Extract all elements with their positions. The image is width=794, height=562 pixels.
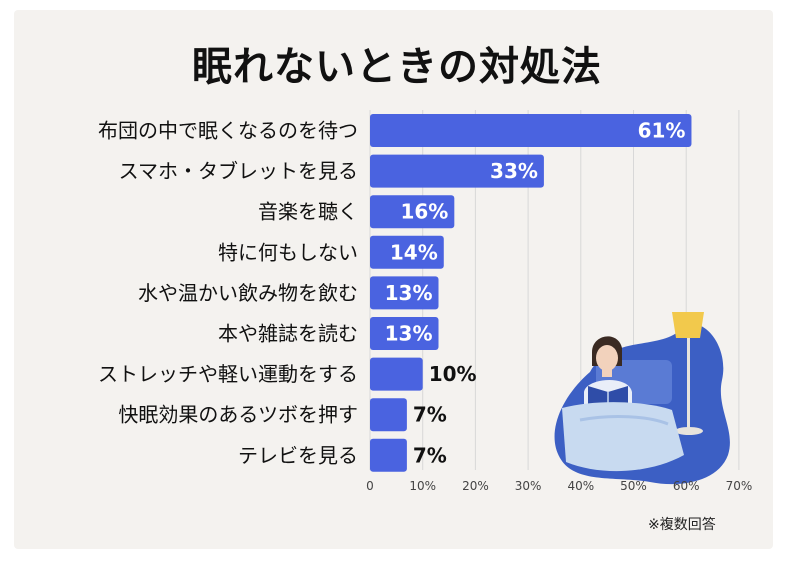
bar: [370, 114, 692, 147]
lamp-base: [675, 427, 703, 435]
bar: [370, 276, 439, 310]
bar: [370, 154, 544, 188]
category-label: 布団の中で眠くなるのを待つ: [98, 119, 358, 143]
lamp-shade: [672, 312, 704, 338]
value-label: 7%: [413, 443, 447, 467]
x-tick-label: 50%: [620, 479, 647, 493]
value-labels: 61% 33% 16% 14% 13% 13% 10% 7% 7%: [385, 119, 686, 468]
person-face: [596, 345, 618, 371]
x-tick-labels: 0 10% 20% 30% 40% 50% 60% 70%: [366, 479, 752, 493]
bar: [370, 317, 439, 350]
value-label: 14%: [390, 240, 438, 264]
category-labels: 布団の中で眠くなるのを待つスマホ・タブレットを見る音楽を聴く特に何もしない水や温…: [98, 119, 358, 468]
value-label: 33%: [490, 159, 538, 183]
chart-title: 眠れないときの対処法: [192, 44, 602, 90]
bar: [370, 438, 407, 472]
category-label: 本や雑誌を読む: [218, 322, 358, 346]
sleeping-person-illustration: [554, 312, 730, 485]
person-neck: [602, 369, 612, 377]
value-label: 13%: [385, 322, 433, 346]
bar: [370, 398, 407, 432]
category-label: テレビを見る: [238, 443, 358, 467]
x-tick-label: 10%: [409, 479, 436, 493]
value-label: 16%: [400, 200, 448, 224]
x-tick-label: 70%: [726, 479, 753, 493]
category-label: 特に何もしない: [218, 240, 358, 264]
bar: [370, 195, 455, 229]
category-label: 快眠効果のあるツボを押す: [118, 403, 358, 427]
x-tick-label: 60%: [673, 479, 700, 493]
category-label: 音楽を聴く: [258, 200, 358, 224]
value-label: 10%: [429, 362, 477, 386]
footnote: ※複数回答: [648, 517, 716, 533]
value-label: 13%: [385, 281, 433, 305]
x-tick-label: 0: [366, 479, 374, 493]
value-label: 7%: [413, 403, 447, 427]
bar: [370, 357, 423, 391]
category-label: スマホ・タブレットを見る: [119, 159, 358, 183]
category-label: ストレッチや軽い運動をする: [98, 362, 358, 386]
x-tick-label: 40%: [567, 479, 594, 493]
bars: [370, 114, 692, 472]
blanket-fold: [579, 415, 669, 426]
bar: [370, 235, 444, 269]
category-label: 水や温かい飲み物を飲む: [138, 281, 358, 305]
value-label: 61%: [638, 119, 686, 143]
blanket: [562, 402, 684, 472]
lamp-pole: [687, 336, 690, 430]
x-tick-label: 20%: [462, 479, 489, 493]
x-tick-label: 30%: [515, 479, 542, 493]
